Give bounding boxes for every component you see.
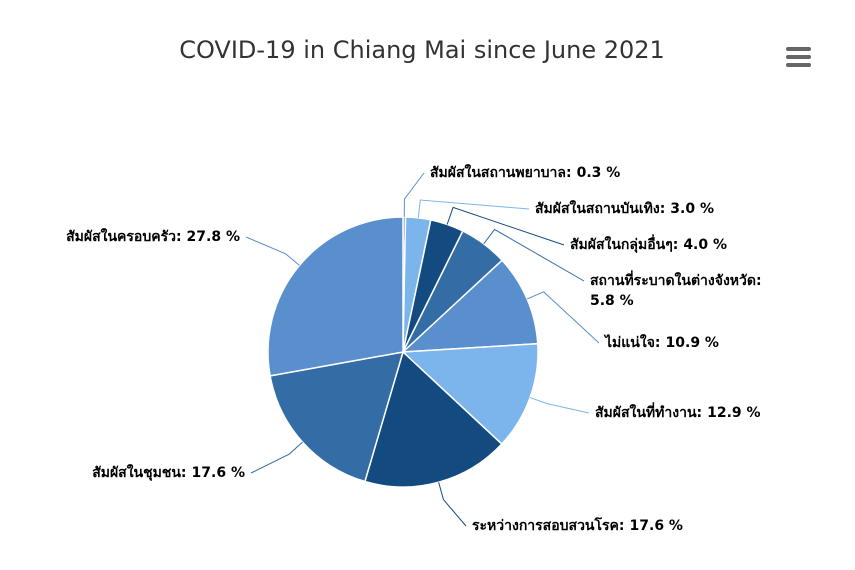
menu-bar bbox=[786, 55, 811, 59]
data-label: ไม่แน่ใจ: 10.9 % bbox=[603, 333, 719, 351]
label-name: ระหว่างการสอบสวนโรค: bbox=[472, 516, 625, 534]
connector bbox=[417, 199, 530, 218]
label-name: สัมผัสในสถานพยาบาล: bbox=[430, 163, 572, 181]
label-name: สัมผัสในที่ทำงาน: bbox=[595, 402, 702, 421]
connector bbox=[403, 172, 425, 218]
label-name: สัมผัสในครอบครัว: bbox=[66, 227, 181, 245]
data-label: สัมผัสในครอบครัว: 27.8 % bbox=[66, 227, 240, 245]
pie-slice bbox=[401, 342, 539, 446]
data-label: สถานที่ระบาดในต่างจังหวัด: 5.8 % bbox=[590, 270, 762, 309]
data-label: สัมผัสในสถานบันเทิง: 3.0 % bbox=[535, 199, 714, 217]
pie-slice bbox=[400, 259, 539, 353]
label-value: 10.9 % bbox=[666, 335, 719, 351]
chart-title: COVID-19 in Chiang Mai since June 2021 bbox=[179, 36, 665, 64]
data-label: สัมผัสในกลุ่มอื่นๆ: 4.0 % bbox=[570, 234, 727, 253]
label-value: 3.0 % bbox=[670, 201, 714, 217]
data-label: สัมผัสในสถานพยาบาล: 0.3 % bbox=[430, 163, 620, 181]
connector bbox=[529, 397, 590, 414]
label-value: 17.6 % bbox=[192, 465, 245, 481]
label-name: สัมผัสในชุมชน: bbox=[92, 463, 186, 481]
label-name: สัมผัสในสถานบันเทิง: bbox=[535, 199, 665, 217]
label-value: 12.9 % bbox=[707, 405, 760, 421]
connector bbox=[483, 228, 585, 282]
label-name: สัมผัสในกลุ่มอื่นๆ: bbox=[570, 234, 678, 253]
data-label: ระหว่างการสอบสวนโรค: 17.6 % bbox=[472, 516, 683, 534]
menu-bar bbox=[786, 47, 811, 51]
menu-bar bbox=[786, 63, 811, 67]
label-value: 0.3 % bbox=[577, 165, 621, 181]
data-label: สัมผัสในที่ทำงาน: 12.9 % bbox=[595, 402, 761, 421]
label-value: 17.6 % bbox=[630, 518, 683, 534]
label-value: 4.0 % bbox=[683, 237, 727, 253]
connector bbox=[245, 236, 300, 266]
menu-button[interactable] bbox=[786, 47, 811, 67]
pie-slice bbox=[267, 216, 404, 377]
data-label: สัมผัสในชุมชน: 17.6 % bbox=[92, 463, 245, 481]
label-value: 27.8 % bbox=[187, 229, 240, 245]
connector bbox=[250, 441, 303, 474]
label-value: 5.8 % bbox=[590, 293, 634, 309]
label-name: สถานที่ระบาดในต่างจังหวัด: bbox=[590, 270, 762, 289]
label-name: ไม่แน่ใจ: bbox=[603, 333, 661, 351]
pie-slice bbox=[363, 350, 503, 488]
connector bbox=[526, 291, 600, 344]
connector bbox=[438, 482, 467, 527]
connector bbox=[446, 206, 565, 246]
